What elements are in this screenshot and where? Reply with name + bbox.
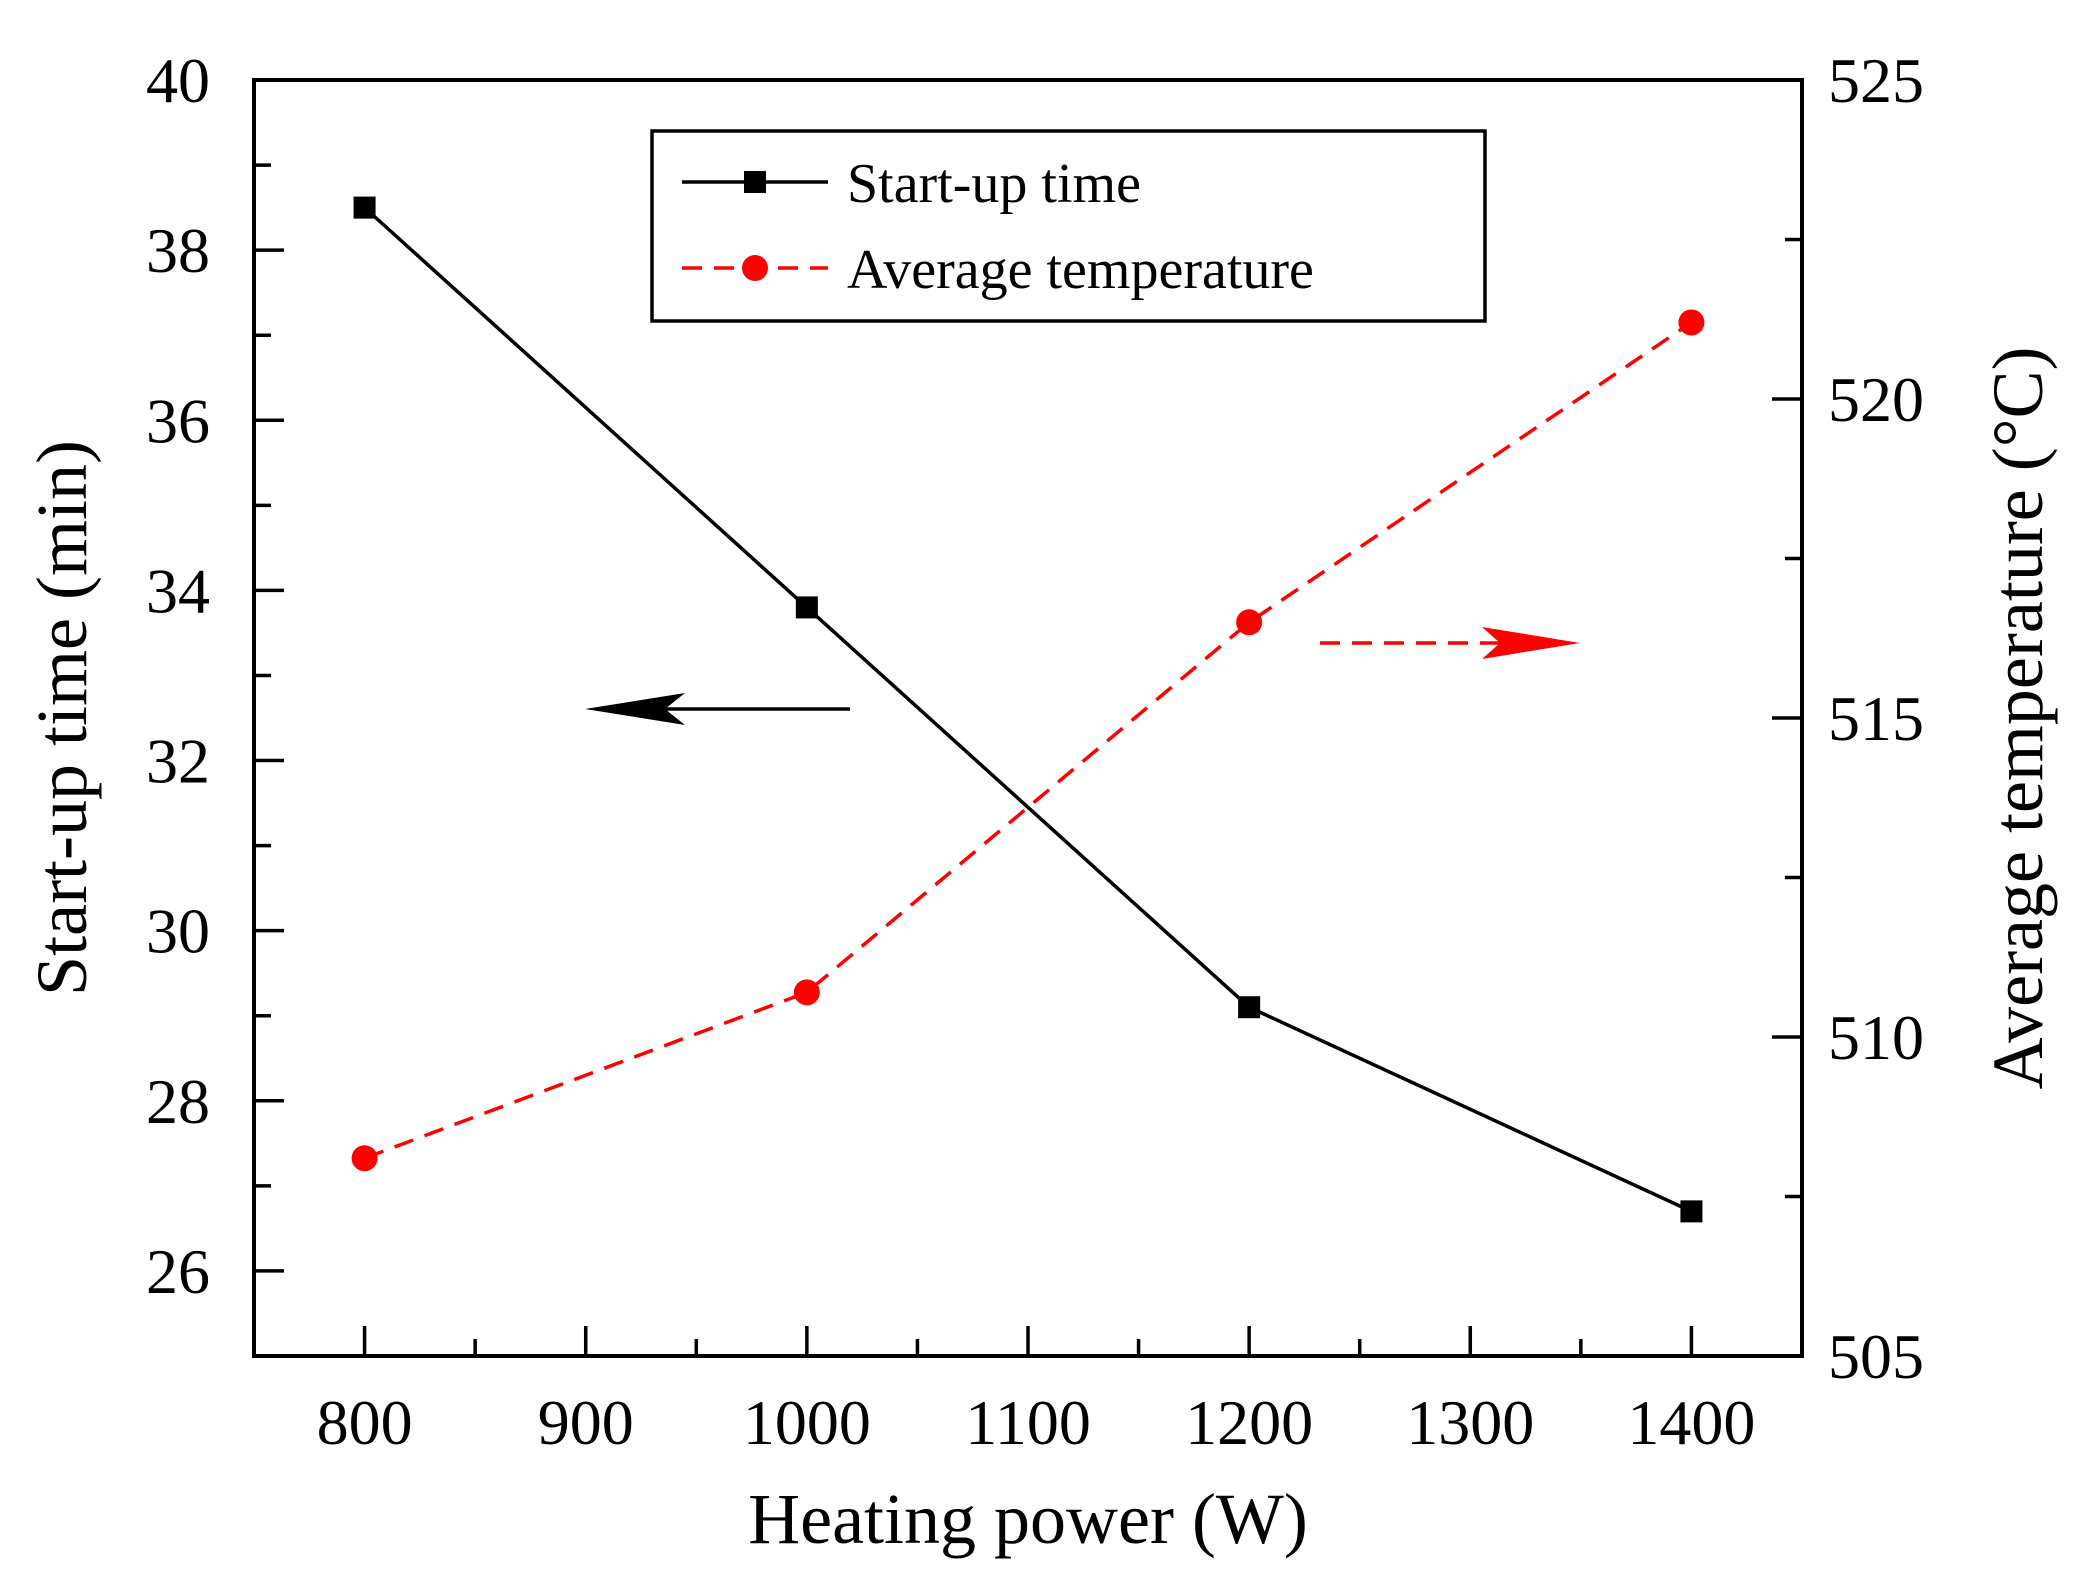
y-axis-label-right: Average temperature (°C): [1978, 346, 2058, 1089]
annotations-layer: [585, 627, 1580, 725]
x-tick-label: 1400: [1627, 1387, 1755, 1458]
y-tick-label-right: 510: [1828, 1002, 1924, 1073]
legend-marker-start-up-time: [744, 171, 766, 193]
y-tick-label-left: 40: [146, 45, 210, 116]
data-point-average-temperature: [1236, 609, 1263, 636]
x-tick-label: 1000: [743, 1387, 871, 1458]
left-axis-arrow-head: [585, 693, 685, 725]
data-point-average-temperature: [793, 979, 820, 1006]
data-point-start-up-time: [795, 596, 818, 619]
x-axis-label: Heating power (W): [748, 1479, 1308, 1559]
plot-frame: [252, 78, 1804, 1358]
x-tick-label: 900: [538, 1387, 634, 1458]
y-tick-label-right: 520: [1828, 364, 1924, 435]
legend-marker-average-temperature: [742, 255, 768, 281]
series-line-average-temperature: [363, 320, 1693, 1160]
legend-swatch-average-temperature: [682, 255, 828, 281]
x-tick-label: 1200: [1185, 1387, 1313, 1458]
y-tick-label-right: 525: [1828, 45, 1924, 116]
legend-box: [650, 129, 1487, 323]
x-tick-label: 800: [317, 1387, 413, 1458]
y-tick-label-right: 515: [1828, 683, 1924, 754]
ticks-layer: 800 900 1000 1100 1200 1300 1400 26 28 30 32 34 36 38…: [146, 45, 1924, 1458]
y-tick-label-left: 26: [146, 1236, 210, 1307]
data-point-start-up-time: [1238, 996, 1261, 1019]
data-point-average-temperature: [351, 1145, 378, 1172]
y-tick-label-left: 36: [146, 385, 210, 456]
y-tick-label-left: 32: [146, 726, 210, 797]
data-point-average-temperature: [1678, 309, 1705, 336]
data-point-start-up-time: [1680, 1200, 1703, 1223]
right-axis-arrow-head: [1482, 627, 1580, 659]
y-tick-label-left: 34: [146, 555, 210, 626]
legend: Start-up time Average temperature: [650, 129, 1487, 323]
y-tick-label-left: 28: [146, 1066, 210, 1137]
legend-label-start-up-time: Start-up time: [847, 153, 1141, 215]
data-point-start-up-time: [353, 196, 376, 219]
x-tick-label: 1300: [1406, 1387, 1534, 1458]
y-axis-label-left: Start-up time (min): [22, 440, 102, 996]
x-tick-label: 1100: [965, 1387, 1091, 1458]
series-line-start-up-time: [363, 206, 1693, 1213]
legend-swatch-start-up-time: [682, 171, 828, 193]
y-tick-label-left: 30: [146, 896, 210, 967]
series-layer: [351, 196, 1705, 1223]
y-tick-label-left: 38: [146, 215, 210, 286]
y-tick-label-right: 505: [1828, 1321, 1924, 1392]
legend-label-average-temperature: Average temperature: [847, 239, 1314, 301]
